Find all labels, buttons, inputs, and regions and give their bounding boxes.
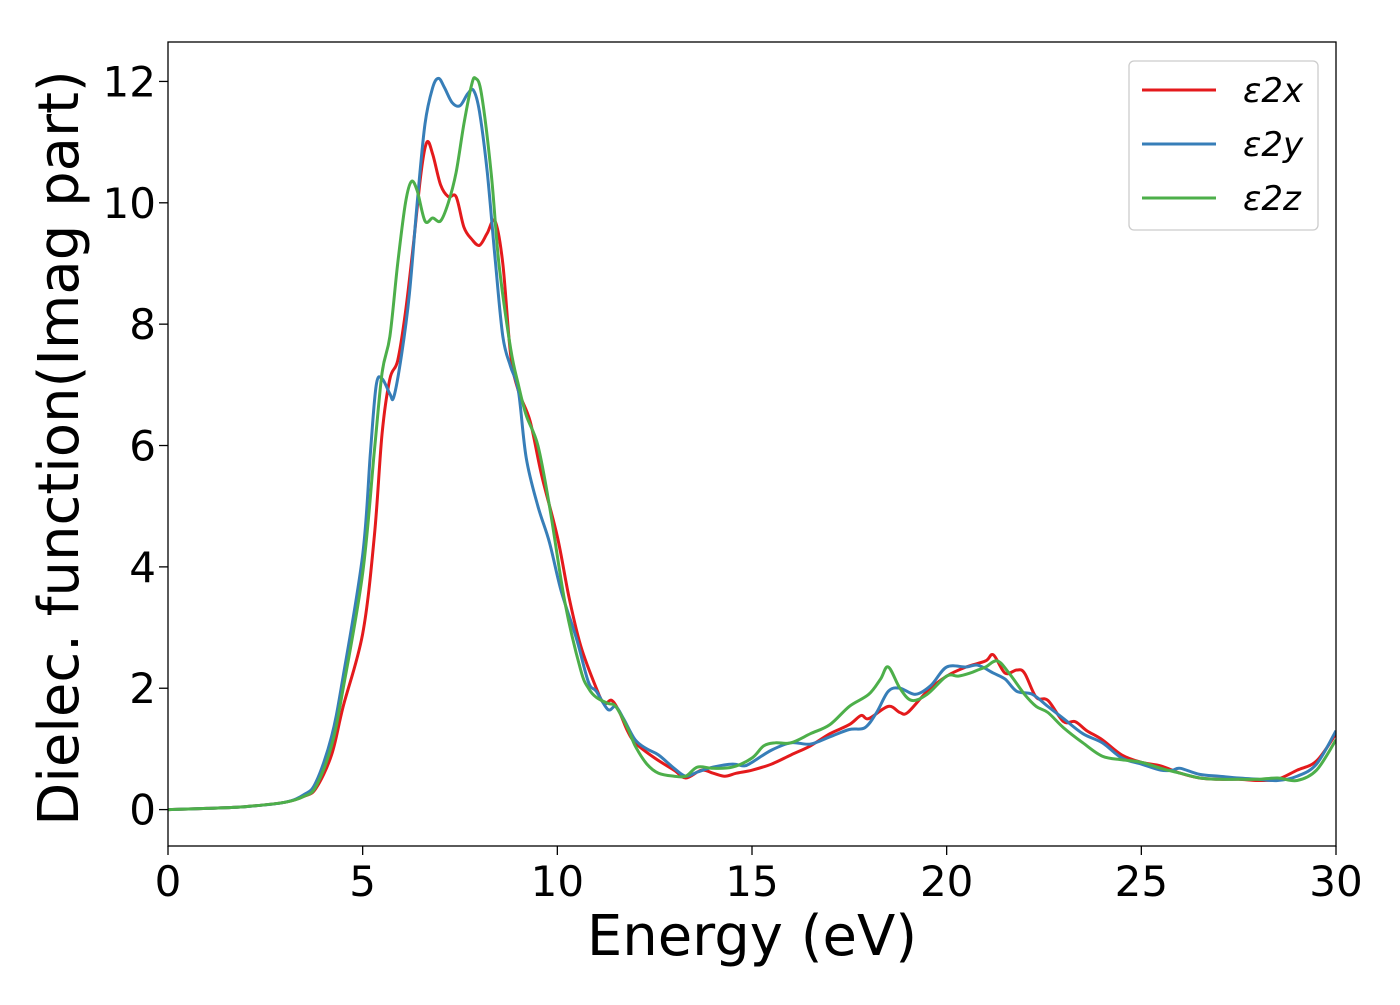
- legend-label: ε2y: [1243, 125, 1304, 165]
- y-tick-label: 2: [129, 664, 156, 713]
- x-tick-label: 30: [1309, 857, 1362, 906]
- y-tick-label: 6: [129, 422, 156, 471]
- y-tick-label: 8: [129, 300, 156, 349]
- x-tick-label: 15: [725, 857, 778, 906]
- legend-box: [1128, 60, 1319, 231]
- x-tick-label: 25: [1115, 857, 1168, 906]
- x-tick-label: 20: [920, 857, 973, 906]
- x-axis-label: Energy (eV): [587, 904, 917, 969]
- legend-label: ε2x: [1243, 71, 1304, 111]
- tick-layer: 0 5 10 15 20 25 30 0 2 4 6 8 10 12: [103, 57, 1363, 906]
- y-axis-label: Dielec. function(Imag part): [27, 70, 92, 826]
- series-line-0: [168, 139, 1336, 812]
- x-tick-label: 5: [349, 857, 376, 906]
- legend-label: ε2z: [1243, 179, 1302, 219]
- x-tick-label: 0: [155, 857, 182, 906]
- legend: ε2x ε2y ε2z: [1128, 60, 1319, 231]
- series-line-1: [168, 76, 1336, 812]
- y-tick-label: 0: [129, 786, 156, 835]
- series-line-2: [168, 76, 1336, 812]
- y-tick-label: 4: [129, 543, 156, 592]
- x-tick-label: 10: [531, 857, 584, 906]
- y-tick-label: 12: [103, 57, 156, 106]
- y-tick-label: 10: [103, 179, 156, 228]
- series-layer: [168, 76, 1336, 812]
